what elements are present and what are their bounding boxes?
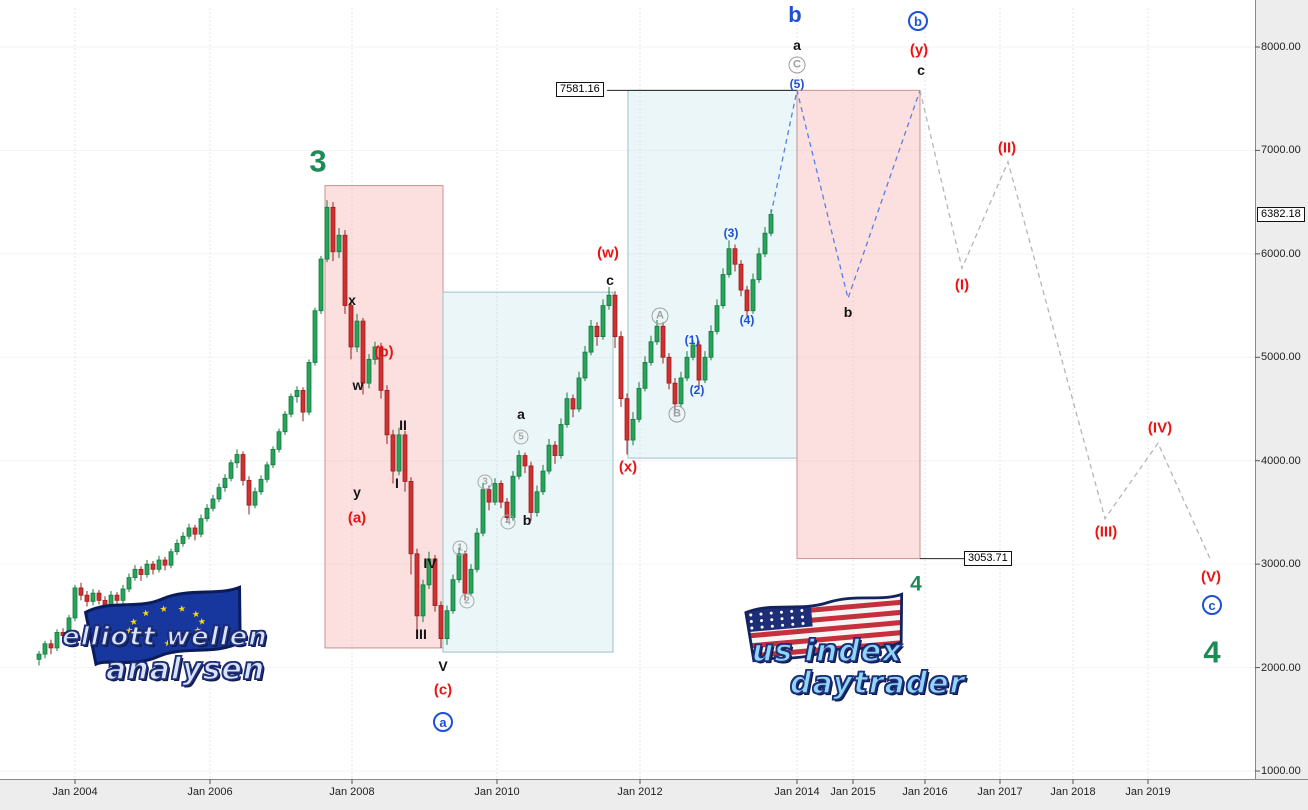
svg-text:★: ★	[125, 626, 134, 637]
logo-text-us-index: us index	[751, 633, 903, 670]
svg-text:★: ★	[141, 609, 150, 620]
eu-flag-icon: ★★★ ★★★ ★★★ ★ ★ ★	[83, 585, 242, 667]
svg-text:★: ★	[159, 604, 168, 615]
svg-text:★: ★	[131, 633, 140, 644]
x-axis[interactable]: Jan 2004 Jan 2006 Jan 2008 Jan 2010 Jan 2012…	[0, 779, 1308, 810]
y-tick-label: 6000.00	[1261, 247, 1301, 260]
us-flag-icon	[744, 592, 907, 663]
y-tick-label: 1000.00	[1261, 765, 1301, 777]
x-tick-label: Jan 2008	[329, 786, 375, 798]
x-tick-label: Jan 2006	[187, 786, 233, 798]
x-tick-label: Jan 2014	[774, 786, 820, 798]
svg-text:★: ★	[191, 610, 200, 621]
x-tick-label: Jan 2015	[830, 786, 876, 798]
svg-text:★: ★	[129, 617, 138, 628]
y-tick-label: 5000.00	[1261, 351, 1301, 364]
x-tick-label: Jan 2017	[977, 786, 1023, 798]
svg-text:★: ★	[177, 604, 186, 615]
y-tick-label: 3000.00	[1261, 558, 1301, 571]
x-tick-label: Jan 2012	[617, 786, 663, 798]
y-axis[interactable]: 8000.00 7000.00 6000.00 5000.00 4000.00 3000.…	[1255, 0, 1308, 779]
y-tick-label: 4000.00	[1261, 454, 1301, 467]
logo-text-analysen: analysen	[105, 651, 266, 688]
svg-text:★: ★	[181, 634, 190, 645]
svg-text:★: ★	[163, 639, 172, 650]
y-tick-label: 7000.00	[1261, 144, 1301, 157]
x-tick-label: Jan 2010	[474, 786, 520, 798]
y-tick-label: 2000.00	[1261, 661, 1301, 674]
x-tick-label: Jan 2019	[1125, 786, 1171, 798]
logo-text-elliott-wellen: elliott wellen	[61, 621, 268, 653]
logo-text-daytrader: daytrader	[789, 665, 966, 702]
x-tick-label: Jan 2004	[52, 786, 98, 798]
svg-text:★: ★	[193, 626, 202, 637]
x-tick-label: Jan 2016	[902, 786, 948, 798]
y-tick-label: 8000.00	[1261, 41, 1301, 53]
svg-text:★: ★	[197, 617, 206, 628]
svg-text:★: ★	[145, 639, 154, 650]
x-tick-label: Jan 2018	[1050, 786, 1096, 798]
us-index-daytrader-logo: us index daytrader	[738, 592, 1028, 728]
elliott-wellen-analysen-logo: ★ ★ ★ ★ ★ ★ ★ ★ ★ ★ ★ ★ elliott wellen analysen	[58, 585, 278, 726]
